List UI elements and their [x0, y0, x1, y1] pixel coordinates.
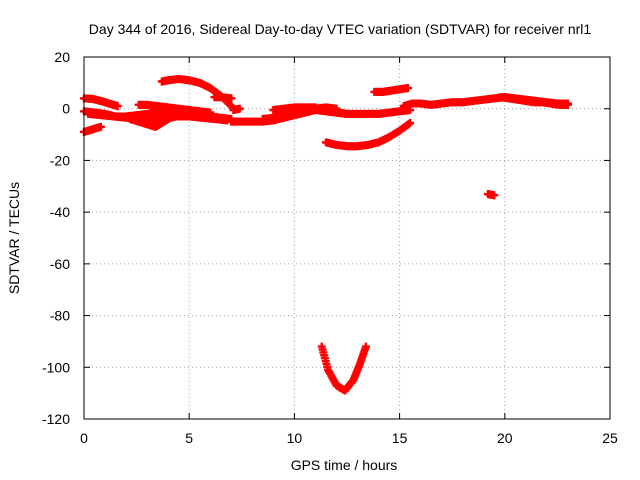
y-tick-label: -120	[42, 411, 70, 427]
data-point	[311, 103, 320, 112]
y-tick-label: 20	[54, 49, 70, 65]
chart-title: Day 344 of 2016, Sidereal Day-to-day VTE…	[89, 21, 592, 37]
y-axis-label: SDTVAR / TECUs	[6, 182, 22, 294]
y-tick-label: -100	[42, 359, 70, 375]
data-point	[361, 342, 370, 351]
x-tick-label: 0	[80, 430, 88, 446]
data-arc-arc-18	[483, 190, 499, 200]
data-points	[80, 74, 572, 395]
data-point	[113, 102, 122, 111]
data-arc-arc-05	[134, 100, 215, 117]
data-point	[406, 118, 415, 127]
data-point	[223, 116, 232, 125]
data-point	[490, 191, 499, 200]
data-arc-arc-03	[80, 122, 105, 136]
y-tick-label: -60	[50, 256, 70, 272]
data-arc-arc-08	[210, 93, 236, 103]
x-tick-label: 10	[287, 430, 303, 446]
x-tick-label: 5	[185, 430, 193, 446]
data-point	[404, 84, 413, 93]
x-tick-label: 15	[392, 430, 408, 446]
y-tick-label: -40	[50, 204, 70, 220]
y-tick-label: -20	[50, 152, 70, 168]
data-point	[235, 104, 244, 113]
x-tick-label: 25	[602, 430, 618, 446]
data-point	[168, 112, 177, 121]
data-arc-arc-14	[321, 118, 415, 151]
data-arc-arc-15	[370, 84, 413, 96]
data-arc-arc-17	[496, 93, 572, 109]
plot-frame	[83, 56, 611, 420]
x-axis-label: GPS time / hours	[291, 457, 398, 473]
data-arc-arc-19	[317, 342, 370, 395]
data-point	[96, 122, 105, 131]
data-arc-arc-09	[229, 104, 244, 115]
data-arc-arc-12	[269, 103, 320, 115]
y-tick-label: -80	[50, 308, 70, 324]
data-arc-arc-06	[126, 112, 177, 131]
data-point	[563, 100, 572, 109]
data-arc-arc-02	[80, 94, 122, 111]
data-point	[206, 108, 215, 117]
data-point	[227, 94, 236, 103]
y-tick-label: 0	[62, 101, 70, 117]
x-tick-label: 20	[497, 430, 513, 446]
